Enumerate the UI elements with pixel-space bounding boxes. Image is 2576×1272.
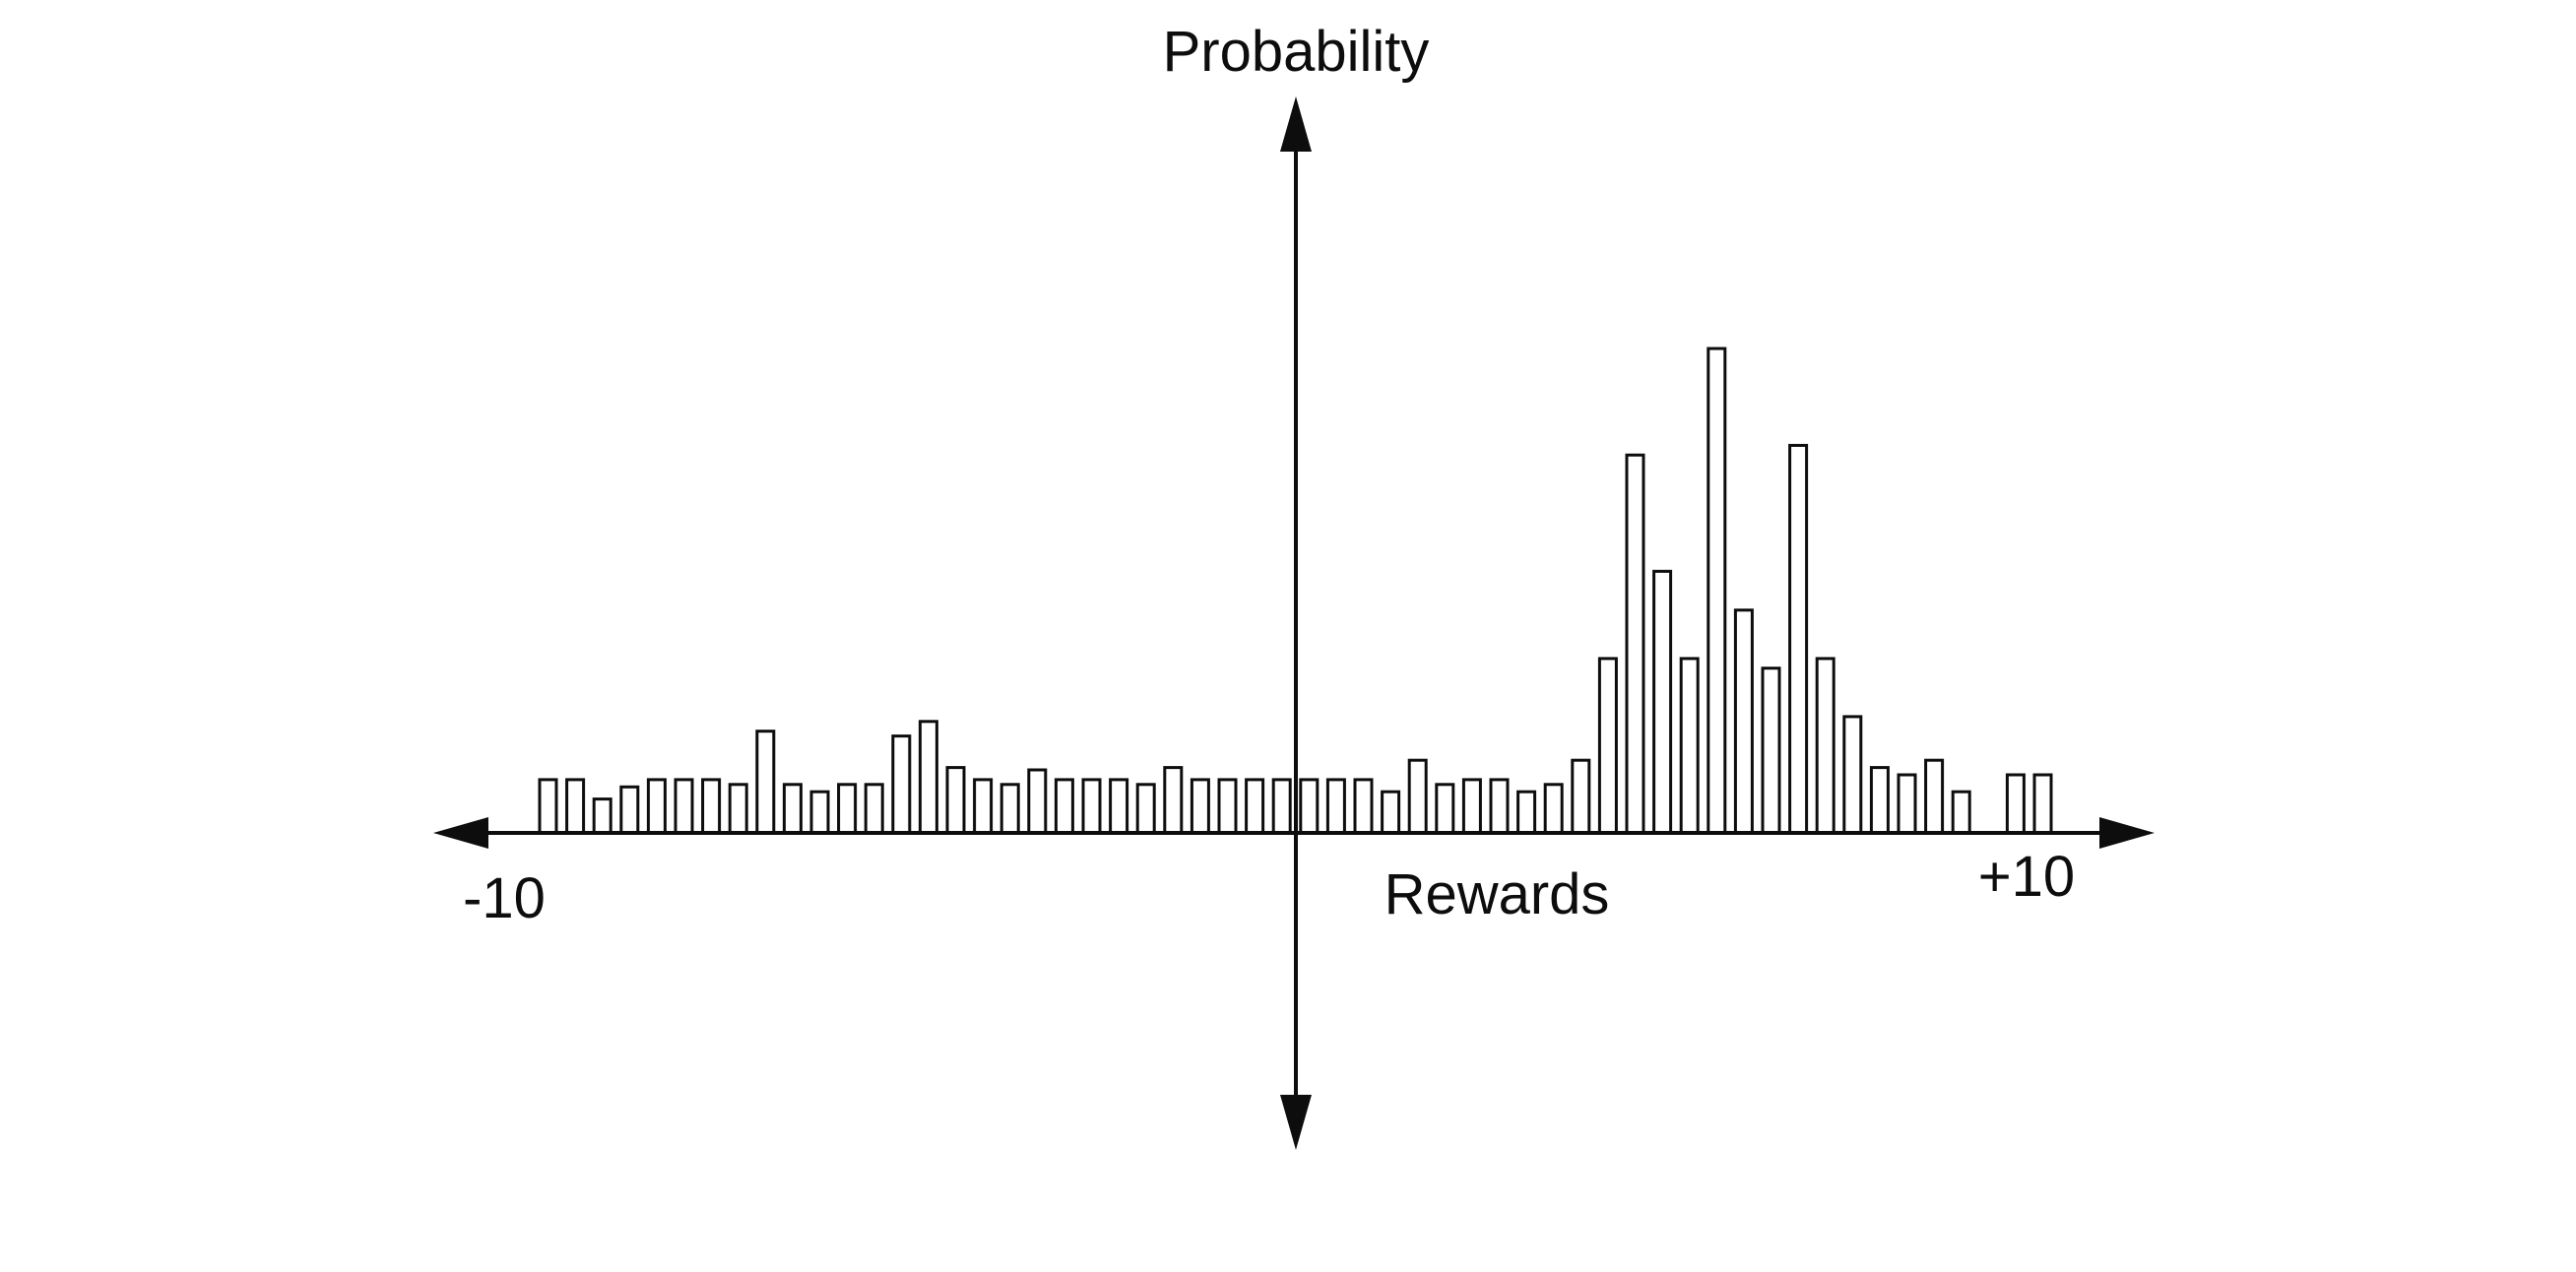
histogram-bar xyxy=(1489,778,1510,835)
histogram-bar xyxy=(1543,783,1564,835)
x-min-tick-label: -10 xyxy=(463,866,546,930)
histogram-bar xyxy=(1815,657,1835,835)
histogram-bar xyxy=(1951,790,1971,835)
histogram-bar xyxy=(1325,778,1346,835)
histogram-bar xyxy=(1109,778,1129,835)
histogram-bar xyxy=(1869,766,1890,835)
histogram-bar xyxy=(1897,773,1917,835)
axes xyxy=(433,96,2155,1150)
histogram-bar xyxy=(538,778,558,835)
x-axis-title: Rewards xyxy=(1384,862,1610,926)
y-axis-title: Probability xyxy=(1162,20,1430,84)
histogram-bar xyxy=(2005,773,2026,835)
histogram-bar xyxy=(1245,778,1265,835)
y-axis-top-arrow-icon xyxy=(1280,96,1312,152)
histogram-bar xyxy=(701,778,722,835)
histogram-bar xyxy=(891,734,912,835)
x-max-tick-label: +10 xyxy=(1977,845,2076,909)
histogram-bar xyxy=(1217,778,1238,835)
histogram-bar xyxy=(2032,773,2053,835)
histogram-bar xyxy=(1652,569,1673,835)
histogram-bar xyxy=(592,797,612,835)
histogram-bar xyxy=(1597,657,1618,835)
histogram-bar xyxy=(809,790,830,835)
histogram-bar xyxy=(1679,657,1700,835)
histogram-bar xyxy=(1571,758,1591,835)
histogram-bar xyxy=(646,778,667,835)
histogram-bar xyxy=(1299,778,1320,835)
histogram-bar xyxy=(1788,443,1809,835)
histogram-bar xyxy=(1733,608,1754,835)
y-axis-bottom-arrow-icon xyxy=(1280,1095,1312,1150)
histogram-bar xyxy=(837,783,858,835)
histogram-bar xyxy=(619,785,640,835)
histogram-bar xyxy=(1027,768,1048,835)
histogram-bar xyxy=(918,720,938,835)
histogram-bar xyxy=(674,778,694,835)
x-axis-left-arrow-icon xyxy=(433,817,488,849)
histogram-bar xyxy=(1353,778,1374,835)
histogram-bar xyxy=(1924,758,1945,835)
histogram-bar xyxy=(1707,347,1727,835)
histogram-bar xyxy=(999,783,1020,835)
histogram-bar xyxy=(782,783,803,835)
histogram-bar xyxy=(1761,667,1781,835)
histogram-bar xyxy=(864,783,884,835)
histogram-bar xyxy=(1135,783,1156,835)
histogram-bar xyxy=(1163,766,1184,835)
histogram-bar xyxy=(1271,778,1292,835)
histogram-bar xyxy=(1625,453,1645,835)
x-axis-right-arrow-icon xyxy=(2099,817,2155,849)
histogram-bar xyxy=(1435,783,1455,835)
histogram-bar xyxy=(1381,790,1401,835)
histogram-bar xyxy=(973,778,994,835)
histogram-bar xyxy=(1190,778,1210,835)
histogram-bar xyxy=(1054,778,1074,835)
histogram-bar xyxy=(1516,790,1537,835)
histogram-bar xyxy=(945,766,966,835)
histogram-bar xyxy=(728,783,748,835)
histogram-bar xyxy=(1842,715,1863,835)
histogram-bar xyxy=(565,778,586,835)
histogram-bar xyxy=(1407,758,1428,835)
histogram-bar xyxy=(1081,778,1102,835)
histogram-bar xyxy=(755,730,776,835)
histogram-bar xyxy=(1461,778,1482,835)
